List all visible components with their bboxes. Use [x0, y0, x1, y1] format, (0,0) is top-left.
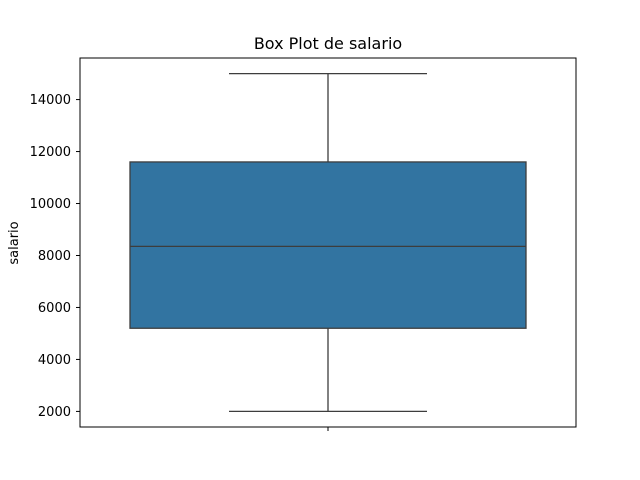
- y-tick-label: 12000: [30, 145, 71, 160]
- y-axis-label: salario: [7, 221, 22, 264]
- y-tick-label: 6000: [38, 301, 71, 316]
- box-plot-series: [129, 72, 527, 413]
- y-tick-label: 8000: [38, 249, 71, 264]
- y-tick-label: 10000: [30, 197, 71, 212]
- y-tick-label: 14000: [30, 93, 71, 108]
- y-tick-label: 2000: [38, 405, 71, 420]
- y-axis-ticks: 2000 4000 6000 8000 10000 12000 14000: [30, 93, 80, 420]
- interquartile-box: [129, 161, 527, 329]
- chart-title: Box Plot de salario: [254, 34, 402, 53]
- y-tick-label: 4000: [38, 353, 71, 368]
